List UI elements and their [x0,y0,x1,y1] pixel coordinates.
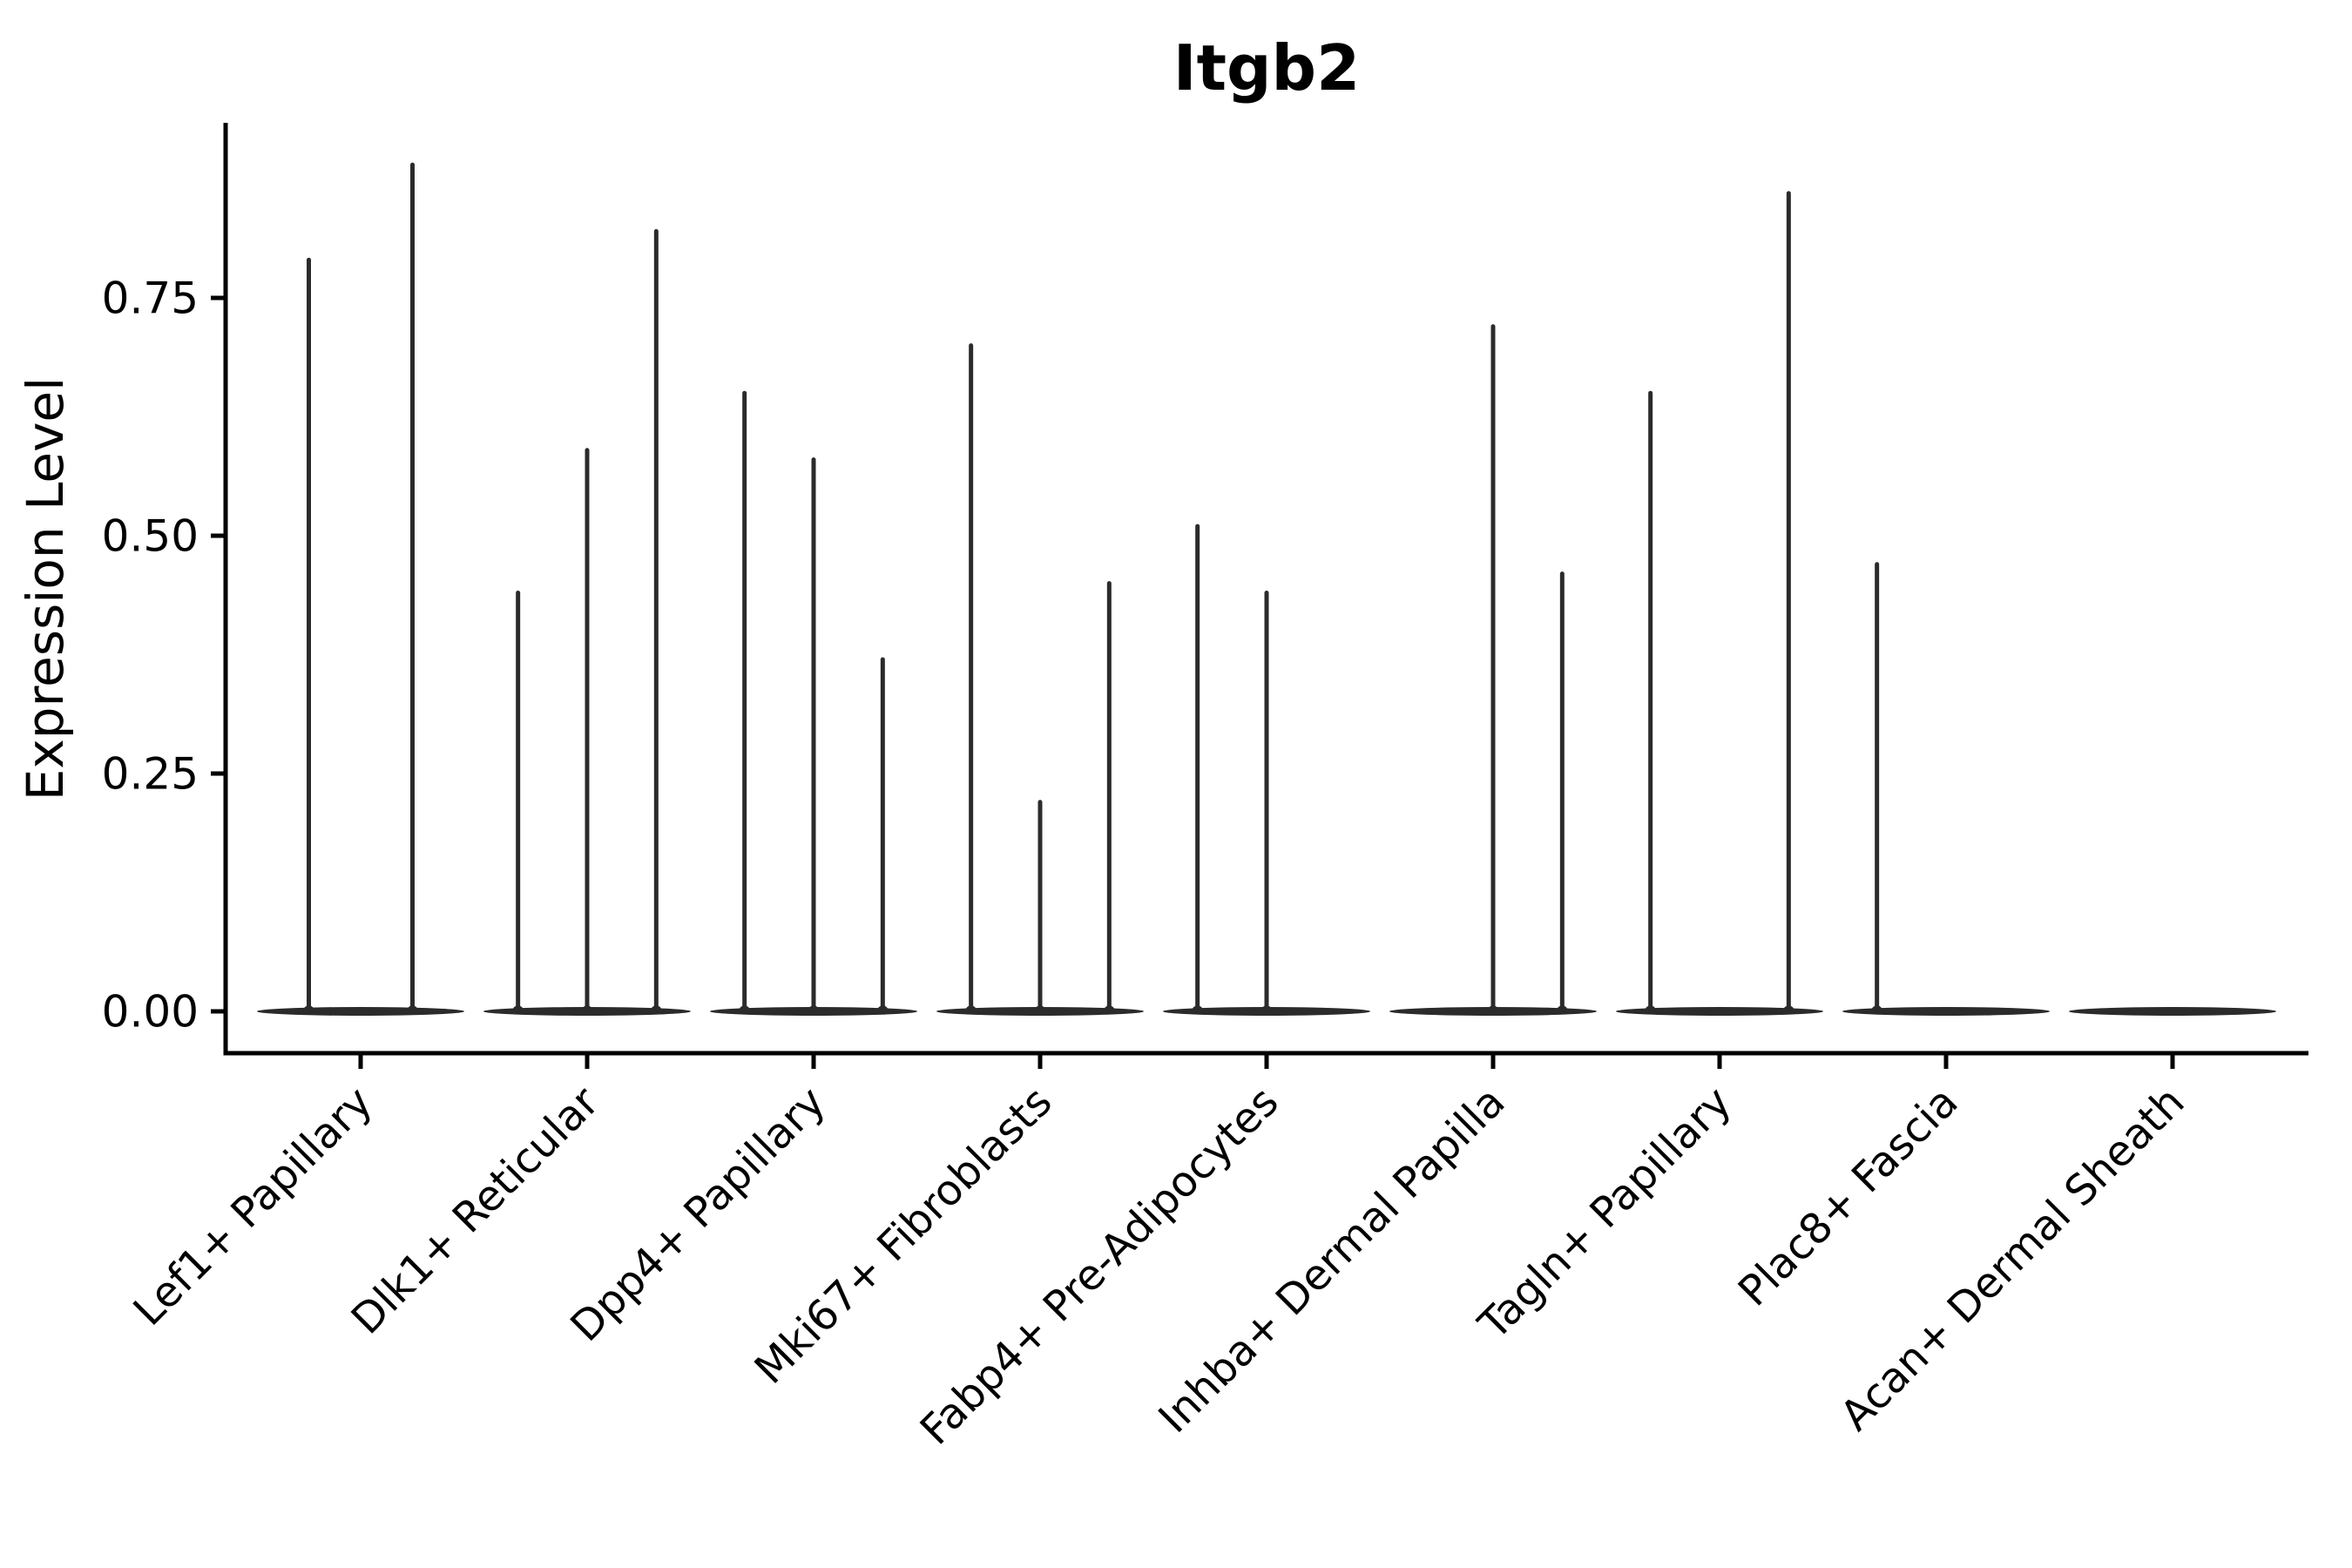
plot-title: Itgb2 [1173,31,1360,105]
y-axis-label: Expression Level [16,377,75,801]
x-tick-label: Tagln+ Papillary [1469,1078,1740,1349]
violin-spike-flare [405,1005,420,1011]
violin-group [1389,324,1597,1016]
y-tick-label: 0.50 [102,511,199,562]
violin-group [2069,1007,2276,1016]
y-tick-label: 0.75 [102,274,199,324]
violin-spike-flare [1033,1005,1047,1011]
violin-spike-flare [875,1005,890,1011]
violin-spike-flare [649,1005,664,1011]
violin-spike-flare [1486,1005,1500,1011]
violin-spike-flare [1555,1005,1570,1011]
violin-spike-flare [510,1005,525,1011]
violin-base [257,1007,464,1016]
violin-spike-flare [1190,1005,1205,1011]
violin-spike-flare [807,1005,821,1011]
violin-spike-flare [1869,1005,1884,1011]
violin-spike-flare [1260,1005,1274,1011]
violin-spike-flare [1643,1005,1658,1011]
x-tick-label: Plac8+ Fascia [1729,1078,1968,1316]
violins [257,162,2276,1016]
violin-group [483,229,691,1016]
y-tick-label: 0.00 [102,987,199,1037]
axes [211,123,2308,1069]
y-tick-labels: 0.00 0.25 0.50 0.75 [102,274,199,1037]
violin-spike-flare [301,1005,316,1011]
violin-group [710,390,917,1016]
violin-spike-flare [1781,1005,1796,1011]
x-tick-label: Dlk1+ Reticular [342,1078,609,1344]
violin-group [936,343,1144,1016]
violin-group [1163,524,1370,1016]
violin-base [1616,1007,1823,1016]
violin-group [1842,562,2050,1016]
violin-spike-flare [963,1005,978,1011]
violin-group [257,162,464,1016]
violin-base [1842,1007,2050,1016]
violin-spike-flare [580,1005,594,1011]
violin-group [1616,191,1823,1016]
x-tick-label: Fabp4+ Pre-Adipocytes [911,1078,1288,1455]
violin-base [2069,1007,2276,1016]
violin-spike-flare [1102,1005,1117,1011]
x-tick-label: Lef1+ Papillary [125,1078,382,1335]
violin-spike-flare [737,1005,752,1011]
y-tick-label: 0.25 [102,749,199,800]
